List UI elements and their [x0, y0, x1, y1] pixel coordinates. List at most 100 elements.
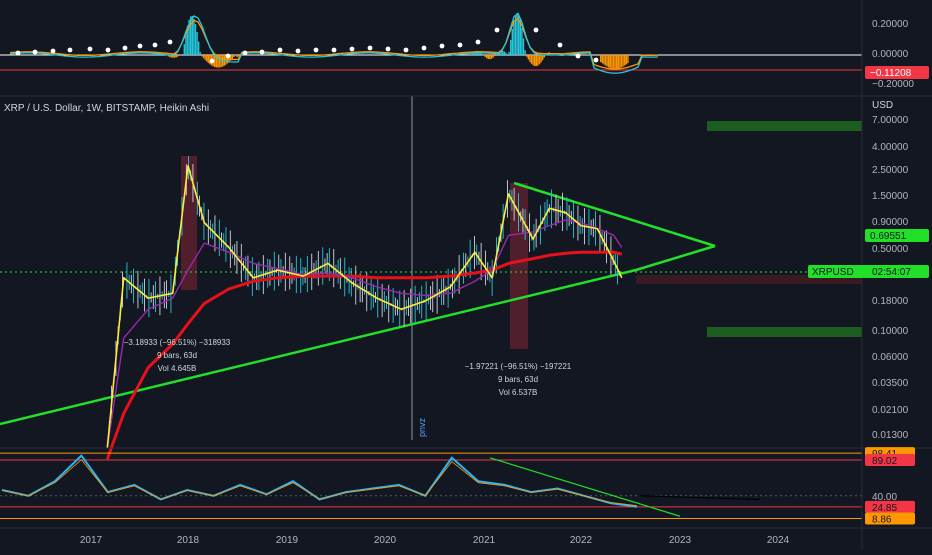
- target-zone-upper: [707, 121, 862, 131]
- support-trendline: [0, 270, 636, 424]
- macd-histogram-bar: [508, 52, 509, 55]
- macd-histogram-bar: [492, 55, 493, 58]
- time-axis-tick-label: 2017: [80, 535, 103, 546]
- macd-histogram-bar: [504, 51, 505, 55]
- macd-histogram-bar: [618, 55, 619, 69]
- macd-histogram-bar: [193, 19, 194, 55]
- macd-cross-dot: [422, 46, 427, 51]
- macd-histogram-bar: [532, 55, 533, 65]
- price-axis-tick-label: 0.02100: [872, 405, 909, 416]
- macd-histogram-bar: [526, 55, 527, 57]
- macd-histogram-bar: [484, 55, 485, 57]
- macd-histogram-bar: [196, 32, 197, 55]
- macd-axis-tick-label: −0.20000: [872, 79, 914, 90]
- macd-histogram-bar: [486, 55, 487, 58]
- macd-histogram-bar: [524, 50, 525, 55]
- rsi-level-label: 89.02: [872, 456, 897, 467]
- macd-histogram-bar: [198, 42, 199, 55]
- macd-cross-dot: [278, 48, 283, 53]
- macd-histogram-bar: [195, 24, 196, 55]
- drawdown-box-2021: [510, 183, 528, 349]
- macd-histogram-bar: [600, 55, 601, 62]
- macd-cross-dot: [476, 40, 481, 45]
- macd-histogram-bar: [512, 29, 513, 55]
- macd-value-label: −0.11208: [870, 68, 912, 79]
- support-trendline-ext: [636, 246, 715, 270]
- macd-histogram-bar: [616, 55, 617, 69]
- macd-histogram-bar: [602, 55, 603, 63]
- macd-cross-dot: [576, 54, 581, 59]
- macd-cross-dot: [260, 50, 265, 55]
- macd-histogram-bar: [606, 55, 607, 66]
- macd-cross-dot: [106, 48, 111, 53]
- macd-histogram-bar: [624, 55, 625, 66]
- measure-box-1: −3.18933 (−96.51%) −318933 9 bars, 63d V…: [112, 336, 242, 375]
- macd-histogram-bar: [626, 55, 627, 64]
- macd-histogram-bar: [505, 53, 506, 55]
- macd-cross-dot: [534, 28, 539, 33]
- macd-histogram-bar: [521, 28, 522, 55]
- macd-histogram-bar: [537, 55, 538, 66]
- price-axis-tick-label: 0.18000: [872, 296, 909, 307]
- macd-cross-dot: [495, 28, 500, 33]
- price-axis-tick-label: 7.00000: [872, 115, 909, 126]
- time-axis-tick-label: 2022: [570, 535, 593, 546]
- measure-bars: 9 bars, 63d: [112, 349, 242, 362]
- macd-cross-dot: [16, 51, 21, 56]
- macd-cross-dot: [458, 43, 463, 48]
- macd-histogram-bar: [540, 55, 541, 62]
- macd-cross-dot: [33, 50, 38, 55]
- macd-histogram-bar: [185, 34, 186, 55]
- price-axis-tick-label: 0.06000: [872, 352, 909, 363]
- macd-histogram-bar: [491, 55, 492, 59]
- macd-histogram-bar: [489, 55, 490, 59]
- price-axis-tick-label: 2.50000: [872, 165, 909, 176]
- macd-histogram-bar: [184, 44, 185, 55]
- macd-histogram-bar: [614, 55, 615, 69]
- macd-histogram-bar: [611, 55, 612, 69]
- macd-histogram-bar: [608, 55, 609, 67]
- vertical-marker-label: pnvz: [417, 417, 427, 437]
- macd-histogram-bar: [182, 54, 183, 55]
- macd-histogram-bar: [176, 55, 177, 57]
- chart-legend-title: XRP / U.S. Dollar, 1W, BITSTAMP, Heikin …: [4, 103, 209, 114]
- macd-cross-dot: [88, 47, 93, 52]
- price-axis-tick-label: 4.00000: [872, 142, 909, 153]
- macd-histogram-bar: [531, 55, 532, 64]
- rsi-pane: [0, 453, 862, 518]
- macd-cross-dot: [168, 40, 173, 45]
- macd-histogram-bar: [224, 55, 225, 66]
- macd-histogram-bar: [619, 55, 620, 68]
- macd-histogram-bar: [232, 55, 233, 59]
- macd-histogram-bar: [613, 55, 614, 69]
- macd-cross-dot: [123, 46, 128, 51]
- measure-vol: Vol 4.645B: [112, 362, 242, 375]
- time-axis-tick-label: 2018: [177, 535, 200, 546]
- symbol-label: XRPUSD: [812, 267, 854, 278]
- macd-histogram-bar: [204, 55, 205, 60]
- time-axis-tick-label: 2023: [669, 535, 692, 546]
- macd-histogram-bar: [179, 55, 180, 56]
- time-axis-tick-label: 2020: [374, 535, 397, 546]
- macd-cross-dot: [68, 48, 73, 53]
- rsi-trendline: [490, 458, 680, 516]
- macd-histogram-bar: [502, 51, 503, 55]
- macd-histogram-bar: [208, 55, 209, 63]
- macd-cross-dot: [594, 58, 599, 63]
- macd-cross-dot: [210, 59, 215, 64]
- macd-histogram-bar: [627, 55, 628, 63]
- macd-cross-dot: [404, 48, 409, 53]
- macd-cross-dot: [243, 51, 248, 56]
- macd-histogram-bar: [534, 55, 535, 66]
- macd-axis-tick-label: 0.20000: [872, 19, 909, 30]
- price-axis-tick-label: 0.01300: [872, 430, 909, 441]
- macd-axis-tick-label: 0.00000: [872, 49, 909, 60]
- macd-histogram-bar: [494, 55, 495, 56]
- macd-histogram-bar: [510, 40, 511, 55]
- rsi-drawing: [640, 496, 760, 500]
- macd-cross-dot: [368, 46, 373, 51]
- macd-histogram-bar: [520, 20, 521, 55]
- macd-histogram-bar: [542, 55, 543, 60]
- macd-histogram-bar: [605, 55, 606, 66]
